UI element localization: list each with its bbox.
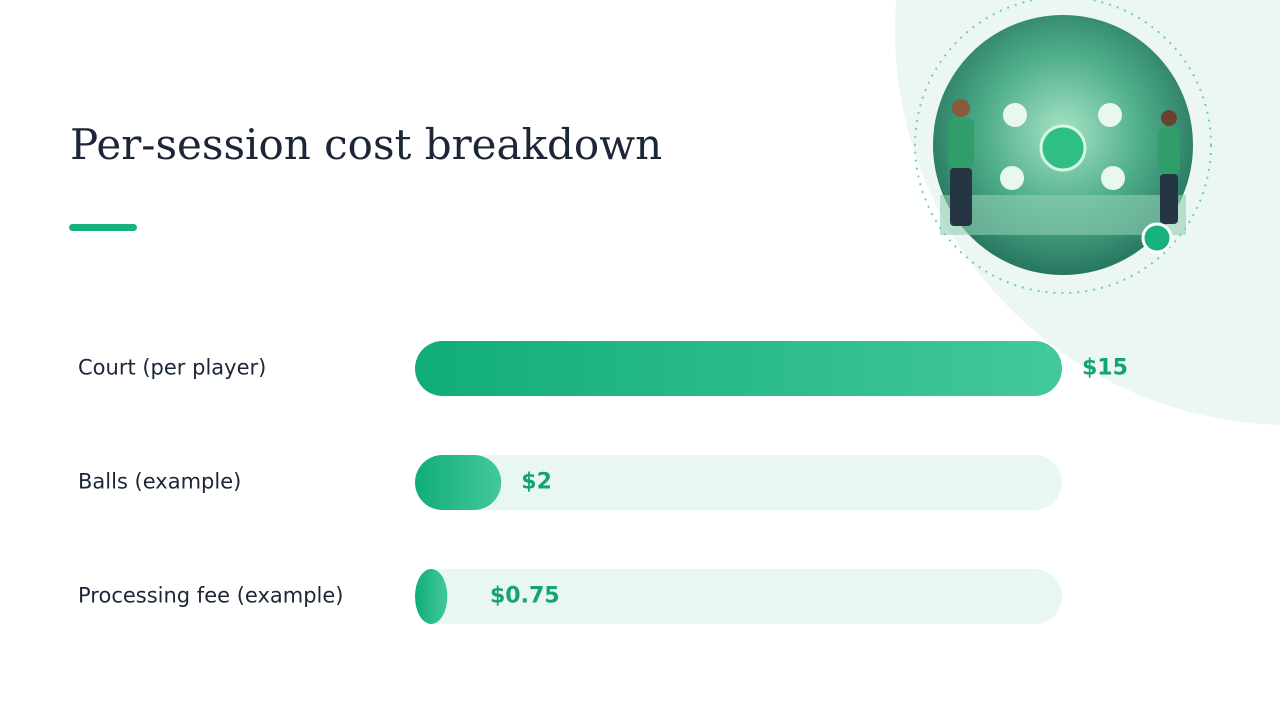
title-underline [69, 224, 137, 231]
category-label: Balls (example) [78, 470, 241, 494]
bar-track [415, 569, 1062, 624]
bar-track [415, 455, 1062, 510]
accent-dot [1141, 222, 1173, 254]
dotted-ring [914, 0, 1212, 294]
value-label: $2 [521, 470, 552, 495]
category-label: Court (per player) [78, 356, 266, 380]
value-label: $15 [1082, 356, 1128, 381]
illustration [933, 15, 1193, 275]
chart-title: Per-session cost breakdown [70, 120, 662, 169]
bar [415, 569, 448, 624]
bar [415, 455, 502, 510]
category-label: Processing fee (example) [78, 584, 344, 608]
bar [415, 341, 1062, 396]
value-label: $0.75 [490, 584, 560, 609]
bar-chart: Court (per player) $15 Balls (example) $2 Pr… [78, 341, 1128, 624]
